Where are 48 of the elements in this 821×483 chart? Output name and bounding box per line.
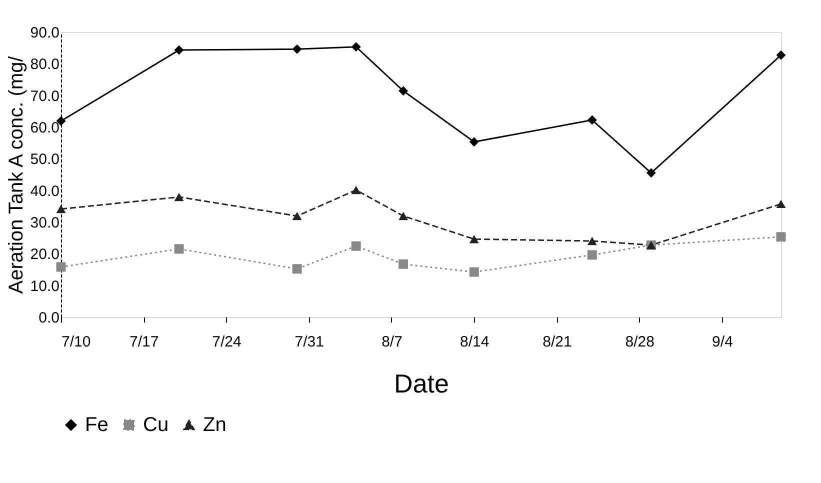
x-tick-label: 8/14	[460, 334, 490, 350]
point	[56, 204, 66, 214]
point	[56, 262, 66, 272]
y-tick-label: 20.0	[30, 246, 60, 264]
y-axis-title: Aeration Tank A conc. (mg/	[5, 56, 28, 294]
point	[351, 42, 361, 52]
point	[292, 44, 302, 54]
point	[646, 168, 656, 178]
y-tick-label: 80.0	[30, 56, 60, 74]
point	[776, 232, 786, 242]
y-tick-label: 70.0	[30, 88, 60, 105]
point	[469, 267, 479, 277]
x-tick-label: 7/24	[212, 334, 242, 350]
point	[776, 200, 786, 208]
y-tick-label: 50.0	[30, 151, 60, 168]
y-tick-label: 40.0	[30, 182, 60, 200]
y-tick-label: 10.0	[30, 278, 60, 295]
y-tick-label: 90.0	[30, 24, 60, 42]
x-tick-label: 9/4	[712, 334, 733, 350]
point	[398, 259, 408, 269]
x-axis-title: Date	[394, 368, 449, 398]
y-tick-label: 30.0	[30, 214, 60, 232]
point	[587, 115, 597, 125]
legend-label: Fe	[85, 414, 108, 436]
point	[776, 50, 786, 60]
legend-label: Zn	[203, 414, 226, 436]
point	[174, 192, 184, 202]
point	[469, 137, 479, 147]
x-tick-label: 8/7	[382, 334, 402, 350]
point	[587, 236, 597, 246]
point	[292, 264, 302, 274]
point	[398, 86, 408, 96]
point	[469, 234, 479, 244]
x-tick-label: 8/21	[542, 334, 572, 350]
point	[351, 241, 361, 251]
point	[292, 212, 302, 220]
point	[174, 244, 184, 254]
point	[174, 45, 184, 55]
y-tick-label: 60.0	[30, 120, 60, 136]
legend-label: Cu	[143, 414, 169, 436]
point	[351, 186, 361, 194]
point	[398, 212, 408, 220]
x-tick-label: 7/10	[62, 334, 91, 350]
x-tick-label: 7/31	[294, 334, 324, 350]
x-tick-label: 7/17	[130, 334, 159, 350]
y-tick-label: 0.0	[38, 310, 60, 326]
point	[587, 250, 597, 260]
x-tick-label: 8/28	[625, 334, 654, 350]
